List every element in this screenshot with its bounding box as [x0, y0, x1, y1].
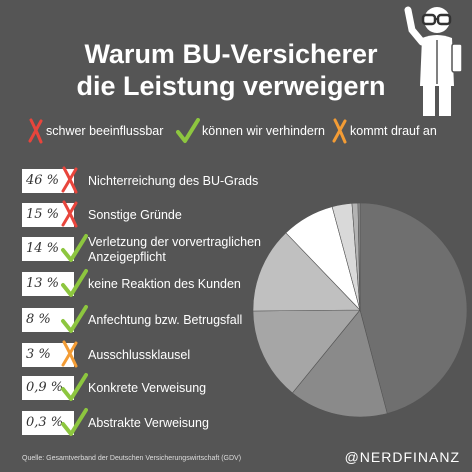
- percent-value: 8 %: [26, 312, 51, 327]
- percent-value: 13 %: [26, 276, 60, 291]
- percent-box: 0,3 %: [22, 411, 74, 435]
- reason-label: keine Reaktion des Kunden: [88, 277, 241, 292]
- percent-value: 46 %: [26, 173, 60, 188]
- legend-label: kommt drauf an: [350, 124, 437, 138]
- percent-box: 8 %: [22, 308, 74, 332]
- check-green-icon: [60, 233, 88, 268]
- reason-label-line: Verletzung der vorvertraglichen: [88, 235, 262, 249]
- reason-label: Nichterreichung des BU-Grads: [88, 174, 258, 189]
- check-green-icon: [176, 118, 200, 143]
- reason-row: 0,9 % Konkrete Verweisung: [22, 373, 262, 402]
- check-green-icon: [60, 304, 88, 339]
- cross-red-icon: [28, 118, 43, 144]
- pie-slice: [292, 309, 388, 418]
- cross-red-icon: [60, 165, 80, 200]
- percent-box: 46 %: [22, 169, 74, 193]
- reason-row: 46 % Nichterreichung des BU-Grads: [22, 166, 262, 195]
- reason-label: Konkrete Verweisung: [88, 381, 206, 396]
- page-title: Warum BU-Versicherer die Leistung verwei…: [56, 38, 406, 102]
- reason-label: Anfechtung bzw. Betrugsfall: [88, 313, 242, 328]
- reason-label-line: Ausschlussklausel: [88, 348, 191, 362]
- cross-orange-icon: [60, 339, 80, 374]
- reason-row: 0,3 % Abstrakte Verweisung: [22, 408, 262, 437]
- percent-box: 0,9 %: [22, 376, 74, 400]
- reason-label-line: Anfechtung bzw. Betrugsfall: [88, 313, 243, 327]
- percent-value: 15 %: [26, 207, 60, 222]
- brand-handle: @NERDFINANZ: [344, 449, 460, 465]
- pie-slice: [359, 202, 468, 414]
- pie-slice: [252, 309, 361, 394]
- cross-orange-icon: [332, 118, 347, 144]
- reason-row: 13 % keine Reaktion des Kunden: [22, 269, 262, 298]
- percent-value: 0,3 %: [26, 415, 64, 430]
- percent-value: 14 %: [26, 241, 60, 256]
- reason-label-line: Nichterreichung des BU-Grads: [88, 174, 259, 188]
- reason-label-line: Abstrakte Verweisung: [88, 416, 209, 430]
- reason-row: 15 % Sonstige Gründe: [22, 200, 262, 229]
- pie-slice: [252, 232, 361, 312]
- reason-label-line: keine Reaktion des Kunden: [88, 277, 241, 291]
- reason-label: Abstrakte Verweisung: [88, 416, 209, 431]
- reason-label: Sonstige Gründe: [88, 208, 182, 223]
- percent-box: 14 %: [22, 237, 74, 261]
- check-green-icon: [60, 407, 88, 442]
- source-note: Quelle: Gesamtverband der Deutschen Vers…: [22, 455, 242, 462]
- reason-label-line: Anzeigepflicht: [88, 250, 166, 264]
- percent-value: 0,9 %: [26, 380, 64, 395]
- reason-label: Ausschlussklausel: [88, 348, 190, 363]
- legend-label: können wir verhindern: [202, 124, 325, 138]
- reason-row: 14 % Verletzung der vorvertraglichen Anzei…: [22, 234, 262, 265]
- percent-value: 3 %: [26, 347, 51, 362]
- reason-label-line: Konkrete Verweisung: [88, 381, 207, 395]
- check-green-icon: [60, 268, 88, 303]
- nerd-mascot-icon: [404, 6, 463, 116]
- check-green-icon: [60, 372, 88, 407]
- legend: schwer beeinflussbar können wir verhinde…: [28, 118, 458, 144]
- reason-label: Verletzung der vorvertraglichen Anzeigepf…: [88, 235, 261, 265]
- cross-red-icon: [60, 199, 80, 234]
- legend-label: schwer beeinflussbar: [46, 124, 164, 138]
- title-line-1: Warum BU-Versicherer: [84, 39, 378, 69]
- reason-row: 3 % Ausschlussklausel: [22, 340, 262, 369]
- pie-chart: [252, 202, 468, 418]
- reason-row: 8 % Anfechtung bzw. Betrugsfall: [22, 305, 262, 334]
- title-line-2: die Leistung verweigern: [76, 71, 386, 101]
- percent-box: 13 %: [22, 272, 74, 296]
- pie-slice: [357, 202, 361, 311]
- reason-label-line: Sonstige Gründe: [88, 208, 182, 222]
